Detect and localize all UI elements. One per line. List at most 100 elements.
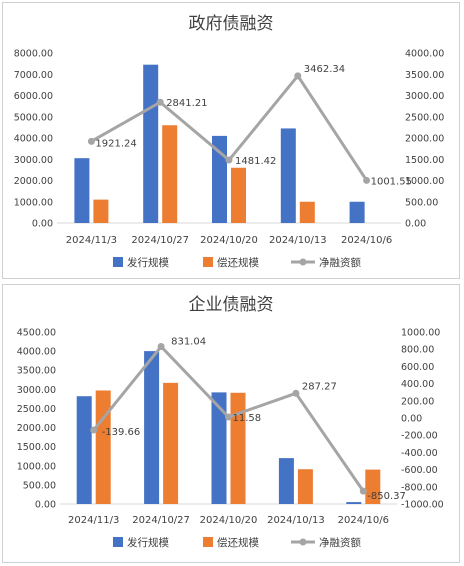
ent-left-tick-label: 2000.00: [17, 423, 56, 434]
gov-x-tick-label: 2024/10/13: [269, 235, 327, 246]
gov-chart-title: 政府债融资: [189, 14, 274, 34]
gov-right-tick-label: 1500.00: [405, 155, 444, 166]
ent-legend-label: 发行规模: [127, 536, 169, 549]
gov-x-tick-label: 2024/10/6: [341, 235, 392, 246]
ent-net-data-label: 831.04: [171, 337, 206, 348]
gov-bar-issue: [143, 64, 159, 223]
ent-legend-swatch: [203, 537, 213, 547]
gov-net-point: [87, 137, 95, 145]
ent-right-tick-label: -200.00: [401, 431, 438, 442]
gov-x-tick-label: 2024/11/3: [66, 235, 117, 246]
ent-right-tick-label: 800.00: [401, 345, 434, 356]
ent-net-data-label: -850.37: [367, 491, 406, 502]
gov-right-tick-label: 3000.00: [405, 91, 444, 102]
gov-right-tick-label: 3500.00: [405, 70, 444, 81]
ent-x-tick-label: 2024/10/27: [132, 515, 190, 526]
ent-net-point: [90, 426, 98, 434]
gov-legend-marker: [299, 258, 307, 266]
ent-legend-label: 偿还规模: [217, 536, 259, 549]
ent-bar-issue: [346, 502, 362, 504]
ent-left-tick-label: 0.00: [35, 500, 56, 511]
ent-left-tick-label: 1500.00: [17, 442, 56, 453]
ent-left-tick-label: 2500.00: [17, 404, 56, 415]
gov-net-point: [294, 72, 302, 80]
ent-net-data-label: 11.58: [233, 413, 262, 424]
ent-right-tick-label: -1000.00: [401, 500, 444, 511]
ent-bar-repay: [163, 382, 179, 504]
ent-bar-issue: [144, 351, 160, 504]
gov-left-tick-label: 6000.00: [14, 91, 53, 102]
gov-left-tick-label: 4000.00: [14, 134, 53, 145]
gov-net-data-label: 3462.34: [304, 64, 345, 75]
gov-x-tick-label: 2024/10/20: [200, 235, 258, 246]
ent-right-tick-label: -400.00: [401, 448, 438, 459]
gov-net-data-label: 1001.55: [371, 176, 412, 187]
ent-net-point: [157, 343, 165, 351]
gov-net-point: [225, 156, 233, 164]
ent-x-tick-label: 2024/11/3: [68, 515, 119, 526]
chart-panel-enterprise: 企业债融资 0.00 500.00 1000.00 1500.00 2000.00 2500…: [2, 284, 460, 563]
gov-right-tick-label: 2500.00: [405, 112, 444, 123]
ent-net-point: [359, 487, 367, 495]
gov-net-data-label: 1481.42: [235, 156, 276, 167]
ent-legend-marker: [299, 538, 307, 546]
ent-right-tick-label: 200.00: [401, 396, 434, 407]
gov-right-tick-label: 2000.00: [405, 134, 444, 145]
ent-right-tick-label: 400.00: [401, 379, 434, 390]
gov-right-tick-label: 500.00: [405, 197, 438, 208]
gov-left-tick-label: 3000.00: [14, 155, 53, 166]
gov-net-data-label: 2841.21: [166, 98, 207, 109]
gov-net-point: [363, 176, 371, 184]
ent-right-tick-label: 600.00: [401, 362, 434, 373]
chart-enterprise-bond-financing: 企业债融资 0.00 500.00 1000.00 1500.00 2000.00 2500…: [17, 295, 444, 549]
ent-net-data-label: 287.27: [302, 381, 337, 392]
gov-bar-repay: [299, 201, 315, 223]
ent-bar-issue: [278, 458, 294, 504]
gov-legend-swatch: [113, 257, 123, 267]
ent-legend-label: 净融资额: [319, 536, 361, 549]
ent-bar-issue: [211, 392, 227, 504]
gov-legend-label: 净融资额: [319, 256, 361, 269]
gov-bar-issue: [74, 158, 90, 223]
gov-left-tick-label: 8000.00: [14, 49, 53, 60]
ent-left-tick-label: 3000.00: [17, 385, 56, 396]
gov-legend-swatch: [203, 257, 213, 267]
gov-right-tick-label: 4000.00: [405, 49, 444, 60]
gov-left-tick-label: 1000.00: [14, 197, 53, 208]
ent-bar-repay: [230, 392, 246, 504]
gov-bar-repay: [231, 167, 246, 223]
gov-right-tick-label: 1000.00: [405, 176, 444, 187]
gov-left-tick-label: 5000.00: [14, 112, 53, 123]
gov-bar-issue: [280, 128, 296, 223]
gov-net-data-label: 1921.24: [95, 138, 136, 149]
gov-net-point: [156, 98, 164, 106]
ent-net-point: [292, 389, 300, 397]
chart-government-bond-financing: 政府债融资 0.00 1000.00 2000.00 3000.00 4000.00 500…: [14, 14, 445, 269]
ent-right-tick-label: 0.00: [401, 414, 422, 425]
gov-bar-issue: [349, 201, 365, 223]
ent-bar-repay: [365, 469, 381, 504]
gov-right-tick-label: 0.00: [405, 219, 426, 230]
ent-right-tick-label: 1000.00: [401, 328, 440, 339]
gov-net-line: [90, 74, 368, 182]
gov-legend-label: 偿还规模: [217, 256, 259, 269]
gov-bar-repay: [162, 125, 178, 223]
gov-left-tick-label: 7000.00: [14, 70, 53, 81]
gov-legend-label: 发行规模: [127, 256, 169, 269]
ent-x-tick-label: 2024/10/6: [338, 515, 389, 526]
ent-x-tick-label: 2024/10/13: [267, 515, 325, 526]
ent-left-tick-label: 500.00: [23, 480, 56, 491]
ent-left-tick-label: 4000.00: [17, 347, 56, 358]
ent-chart-title: 企业债融资: [189, 295, 274, 315]
ent-right-tick-label: -800.00: [401, 482, 438, 493]
ent-bar-issue: [76, 396, 92, 504]
gov-bar-repay: [93, 199, 109, 223]
ent-x-tick-label: 2024/10/20: [200, 515, 258, 526]
chart-panel-government: 政府债融资 0.00 1000.00 2000.00 3000.00 4000.00 500…: [2, 2, 460, 279]
gov-x-tick-label: 2024/10/27: [131, 235, 189, 246]
ent-left-tick-label: 1000.00: [17, 461, 56, 472]
ent-left-tick-label: 4500.00: [17, 328, 56, 339]
ent-bar-repay: [297, 469, 313, 504]
ent-legend-swatch: [113, 537, 123, 547]
gov-bar-issue: [212, 135, 227, 223]
